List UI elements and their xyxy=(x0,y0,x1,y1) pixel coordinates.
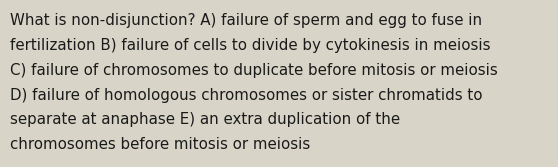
Text: chromosomes before mitosis or meiosis: chromosomes before mitosis or meiosis xyxy=(10,137,310,152)
Text: C) failure of chromosomes to duplicate before mitosis or meiosis: C) failure of chromosomes to duplicate b… xyxy=(10,63,498,78)
Text: D) failure of homologous chromosomes or sister chromatids to: D) failure of homologous chromosomes or … xyxy=(10,88,483,103)
Text: What is non-disjunction? A) failure of sperm and egg to fuse in: What is non-disjunction? A) failure of s… xyxy=(10,13,482,28)
Text: fertilization B) failure of cells to divide by cytokinesis in meiosis: fertilization B) failure of cells to div… xyxy=(10,38,490,53)
Text: separate at anaphase E) an extra duplication of the: separate at anaphase E) an extra duplica… xyxy=(10,112,400,127)
